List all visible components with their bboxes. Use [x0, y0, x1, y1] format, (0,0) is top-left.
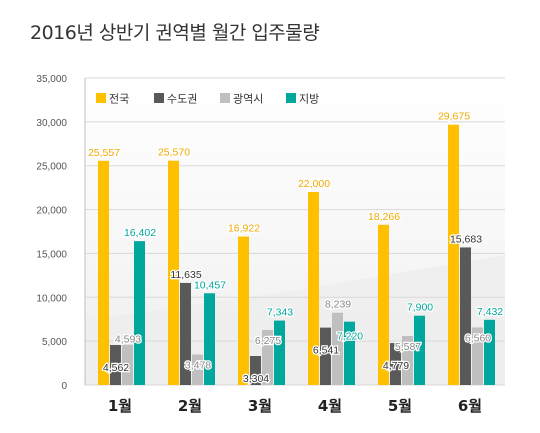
x-tick-label: 2월	[178, 397, 202, 415]
bar-3-1	[122, 344, 133, 385]
data-label: 16,922	[228, 223, 260, 235]
data-label: 8,239	[325, 299, 351, 311]
legend-swatch-4	[286, 93, 296, 103]
x-tick-label: 6월	[458, 397, 482, 415]
legend-label-1: 전국	[109, 93, 129, 106]
data-label: 18,266	[368, 211, 400, 223]
x-tick-label: 4월	[318, 397, 342, 415]
legend-swatch-3	[220, 93, 230, 103]
data-label: 7,343	[267, 307, 293, 319]
bar-3-4	[332, 312, 343, 385]
data-label: 6,275	[255, 335, 281, 347]
y-tick-label: 10,000	[36, 293, 67, 304]
bar-1-4	[308, 192, 319, 385]
bar-4-3	[274, 320, 285, 385]
data-label: 3,304	[243, 373, 269, 385]
y-tick-label: 20,000	[36, 206, 67, 217]
data-label: 10,457	[194, 279, 226, 291]
data-label: 6,560	[465, 332, 491, 344]
data-label: 25,570	[158, 147, 190, 159]
bar-1-2	[168, 160, 179, 385]
data-label: 22,000	[298, 178, 330, 190]
bar-4-2	[204, 293, 215, 385]
y-tick-label: 35,000	[36, 74, 67, 85]
bar-4-1	[134, 241, 145, 385]
x-tick-label: 3월	[248, 397, 272, 415]
bar-4-6	[484, 319, 495, 385]
data-label: 4,779	[383, 360, 409, 372]
y-tick-label: 25,000	[36, 162, 67, 173]
bar-2-3	[250, 356, 261, 385]
bar-2-2	[180, 282, 191, 385]
data-label: 15,683	[450, 233, 482, 245]
bar-3-2	[192, 354, 203, 385]
bar-1-5	[378, 224, 389, 385]
data-label: 6,541	[313, 345, 339, 357]
chart-title: 2016년 상반기 권역별 월간 입주물량	[30, 22, 320, 44]
bar-1-6	[448, 124, 459, 385]
data-label: 3,478	[185, 359, 211, 371]
bar-2-1	[110, 344, 121, 385]
bar-3-3	[262, 329, 273, 385]
bar-2-4	[320, 327, 331, 385]
data-label: 7,220	[337, 331, 363, 343]
bar-1-1	[98, 160, 109, 385]
bar-1-3	[238, 236, 249, 385]
x-tick-label: 5월	[388, 397, 412, 415]
legend-swatch-2	[154, 93, 164, 103]
bar-3-6	[472, 327, 483, 385]
y-tick-label: 5,000	[42, 337, 67, 348]
bar-4-4	[344, 321, 355, 385]
legend-label-2: 수도권	[167, 93, 197, 106]
data-label: 11,635	[170, 269, 201, 281]
bar-4-5	[414, 315, 425, 385]
bar-3-5	[402, 335, 413, 385]
data-label: 7,900	[407, 302, 433, 314]
data-label: 16,402	[124, 227, 156, 239]
y-tick-label: 30,000	[36, 118, 67, 129]
data-label: 25,557	[88, 147, 120, 159]
data-label: 4,593	[115, 334, 141, 346]
data-label: 5,587	[395, 341, 421, 353]
legend-label-3: 광역시	[233, 93, 263, 106]
data-label: 29,675	[438, 111, 470, 123]
data-label: 7,432	[477, 306, 503, 318]
bar-2-5	[390, 343, 401, 385]
legend-swatch-1	[96, 93, 106, 103]
y-tick-label: 0	[61, 381, 67, 392]
data-label: 4,562	[103, 362, 129, 374]
bar-2-6	[460, 247, 471, 385]
y-tick-label: 15,000	[36, 249, 67, 260]
legend-label-4: 지방	[299, 93, 319, 106]
x-tick-label: 1월	[108, 397, 132, 415]
